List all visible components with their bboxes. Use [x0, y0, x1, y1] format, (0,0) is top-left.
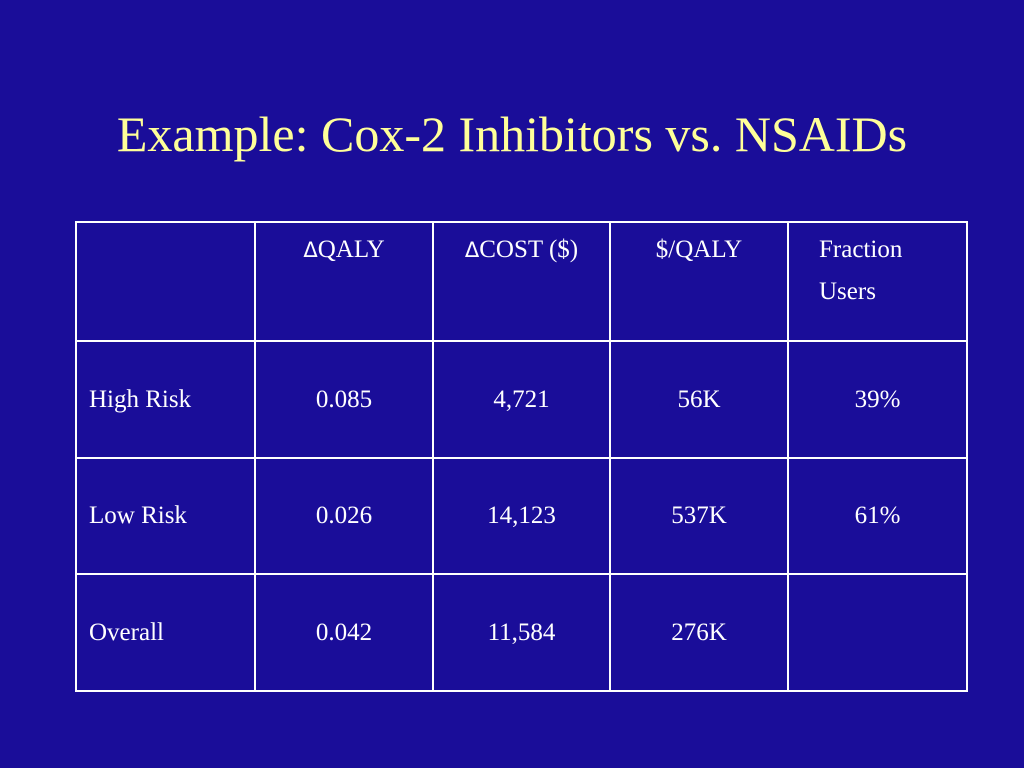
header-cell-delta-cost: ΔCOST ($)	[432, 221, 611, 342]
row-label: Low Risk	[75, 457, 256, 575]
header-cell-fraction-users: Fraction Users	[787, 221, 968, 342]
table-cell: 14,123	[432, 457, 611, 575]
delta-symbol: Δ	[464, 238, 480, 262]
header-cell-dollar-per-qaly: $/QALY	[609, 221, 789, 342]
delta-symbol: Δ	[303, 238, 318, 262]
table-header-row: ΔQALY ΔCOST ($) $/QALY Fraction Users	[75, 221, 968, 342]
table-cell: 0.026	[254, 457, 434, 575]
header-cell-empty	[75, 221, 256, 342]
comparison-table: ΔQALY ΔCOST ($) $/QALY Fraction Users Hig…	[75, 221, 968, 692]
row-label: High Risk	[75, 340, 256, 459]
table-cell: 537K	[609, 457, 789, 575]
table-row: Overall 0.042 11,584 276K	[75, 573, 968, 692]
table-cell: 276K	[609, 573, 789, 692]
header-label-cost: COST ($)	[479, 236, 579, 263]
header-label-qaly: QALY	[317, 236, 385, 263]
table-cell: 56K	[609, 340, 789, 459]
table-row: Low Risk 0.026 14,123 537K 61%	[75, 457, 968, 575]
table-cell: 4,721	[432, 340, 611, 459]
slide-title: Example: Cox-2 Inhibitors vs. NSAIDs	[116, 106, 908, 162]
header-cell-delta-qaly: ΔQALY	[254, 221, 434, 342]
row-label: Overall	[75, 573, 256, 692]
table-cell	[787, 573, 968, 692]
table-cell: 0.042	[254, 573, 434, 692]
table-cell: 61%	[787, 457, 968, 575]
table-cell: 39%	[787, 340, 968, 459]
table-row: High Risk 0.085 4,721 56K 39%	[75, 340, 968, 459]
table-cell: 11,584	[432, 573, 611, 692]
table-cell: 0.085	[254, 340, 434, 459]
